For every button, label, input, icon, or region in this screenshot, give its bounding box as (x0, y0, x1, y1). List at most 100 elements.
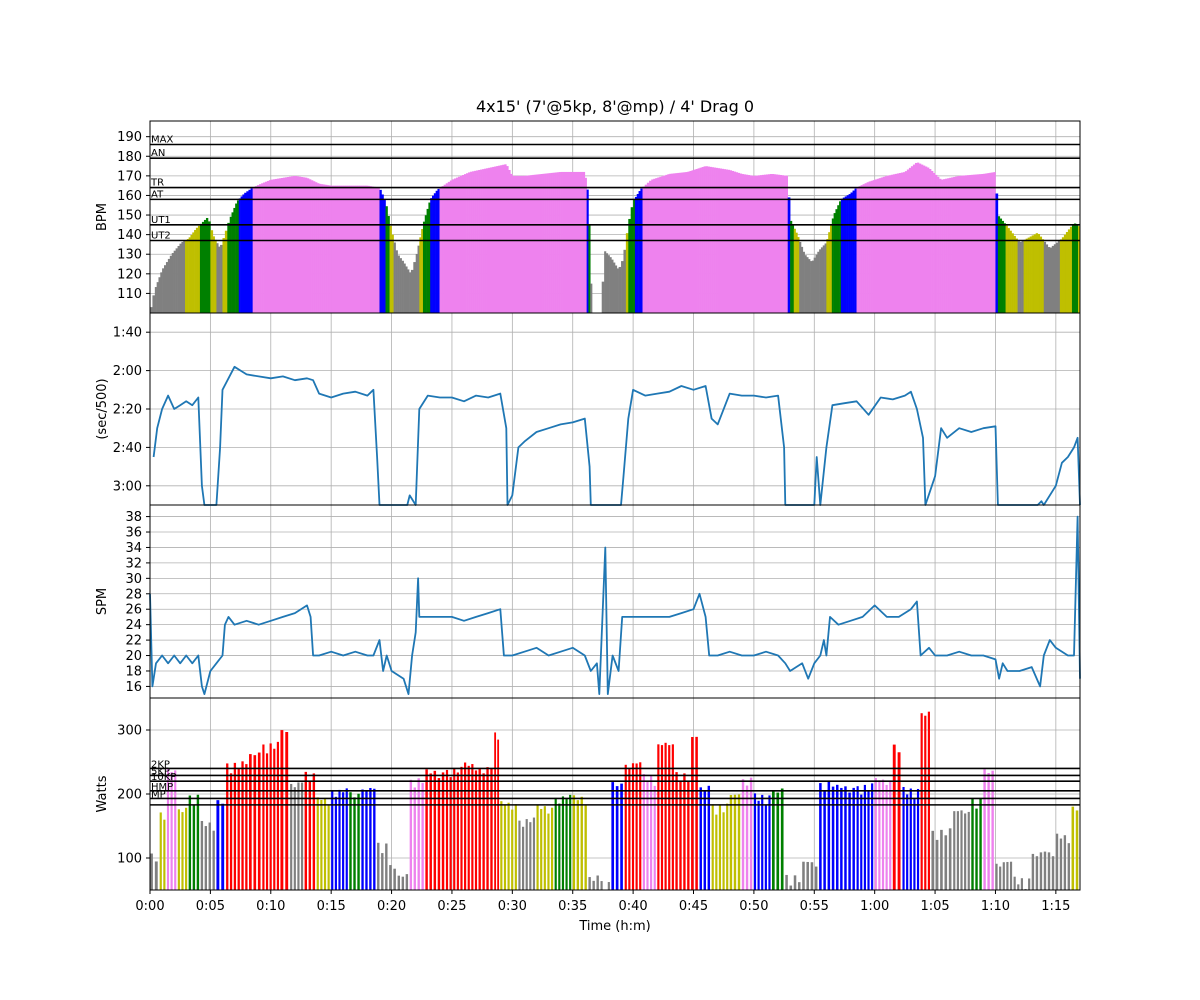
watts-bar (208, 822, 211, 890)
hr-area-segment (377, 187, 380, 313)
hr-area-segment (353, 185, 356, 313)
hr-area-segment (421, 229, 424, 313)
hr-area-segment (177, 245, 180, 313)
hr-area-segment (989, 172, 992, 313)
hr-area-segment (896, 173, 900, 313)
hr-area-segment (532, 174, 535, 313)
hr-area-segment (681, 172, 684, 313)
hr-area-segment (770, 174, 773, 313)
y-tick-label: 2:20 (113, 403, 142, 418)
hr-area-segment (474, 170, 477, 313)
y-tick-label: 180 (117, 150, 142, 165)
hr-area-segment (365, 185, 368, 313)
hr-area-segment (343, 185, 346, 313)
y-tick-label: 120 (117, 267, 142, 282)
watts-bar (320, 799, 323, 890)
hr-area-segment (1019, 241, 1022, 313)
watts-bar (385, 843, 388, 890)
watts-bar (1031, 853, 1035, 890)
hr-area-segment (933, 172, 936, 313)
hr-area-segment (910, 166, 914, 313)
watts-bar (353, 797, 356, 890)
hr-area-segment (839, 201, 842, 313)
hr-area-segment (185, 240, 188, 313)
hr-area-segment (197, 225, 201, 313)
hr-area-segment (878, 178, 882, 313)
hr-area-segment (935, 174, 938, 313)
hr-area-segment (679, 172, 682, 313)
watts-bar (494, 732, 497, 890)
hr-area-segment (422, 221, 426, 313)
watts-bar (304, 771, 308, 890)
hr-area-segment (810, 261, 813, 313)
watts-bar (944, 835, 948, 890)
watts-bar (588, 877, 591, 890)
watts-bar (711, 804, 714, 890)
watts-bar (1051, 856, 1055, 890)
hr-area-segment (246, 191, 249, 313)
watts-bar (345, 788, 348, 890)
watts-bar (889, 781, 892, 890)
hr-area-segment (413, 262, 417, 313)
watts-bar (188, 795, 192, 890)
watts-bar (361, 789, 364, 890)
watts-bar (245, 764, 248, 890)
hr-area-segment (1007, 228, 1010, 313)
watts-bar (316, 797, 319, 890)
hr-area-segment (282, 177, 286, 313)
hr-area-segment (808, 259, 811, 313)
y-tick-label: 3:00 (113, 479, 142, 494)
hr-area-segment (743, 174, 747, 313)
hr-area-segment (313, 181, 316, 313)
watts-bar (856, 786, 859, 890)
watts-bar (365, 791, 368, 890)
watts-bar (975, 808, 978, 890)
watts-bar (558, 803, 561, 890)
watts-bar (737, 794, 741, 890)
hr-area-segment (945, 178, 948, 313)
hr-area-segment (975, 174, 978, 313)
y-tick-label: 36 (125, 526, 142, 541)
hr-area-segment (657, 177, 660, 313)
hr-area-segment (387, 216, 390, 313)
hr-area-segment (449, 180, 453, 313)
watts-bar (327, 804, 330, 890)
watts-bar (871, 783, 874, 890)
watts-bar (514, 804, 517, 890)
hr-area-segment (156, 282, 159, 313)
watts-bar (453, 768, 456, 890)
watts-bar (547, 813, 550, 890)
watts-bar (478, 768, 481, 890)
hr-area-segment (528, 175, 531, 313)
hr-area-segment (663, 175, 666, 313)
watts-bar (308, 781, 312, 890)
hr-area-segment (749, 175, 753, 313)
watts-bar (906, 794, 909, 890)
hr-area-segment (470, 171, 473, 313)
y-tick-label: 38 (125, 510, 142, 525)
hr-area-segment (611, 259, 614, 313)
hr-area-segment (675, 173, 678, 313)
hr-area-segment (920, 164, 924, 313)
watts-bar (257, 752, 261, 890)
hr-area-segment (745, 174, 749, 313)
hr-area-segment (775, 174, 779, 313)
watts-bar (631, 763, 635, 890)
hr-area-segment (957, 176, 960, 313)
hr-area-segment (441, 186, 444, 313)
watts-bar (177, 809, 180, 890)
watts-bar (1002, 862, 1005, 890)
hr-area-segment (586, 189, 589, 313)
y-tick-label: 160 (117, 189, 142, 204)
watts-bar (802, 861, 805, 890)
watts-bar (467, 765, 470, 890)
hr-area-segment (1063, 234, 1067, 313)
watts-bar (550, 807, 554, 890)
hr-area-segment (424, 215, 427, 313)
watts-bar (357, 793, 360, 890)
spm-line (149, 515, 1081, 695)
watts-bar (699, 787, 702, 890)
hr-area-segment (224, 230, 228, 313)
watts-bar (441, 772, 445, 890)
